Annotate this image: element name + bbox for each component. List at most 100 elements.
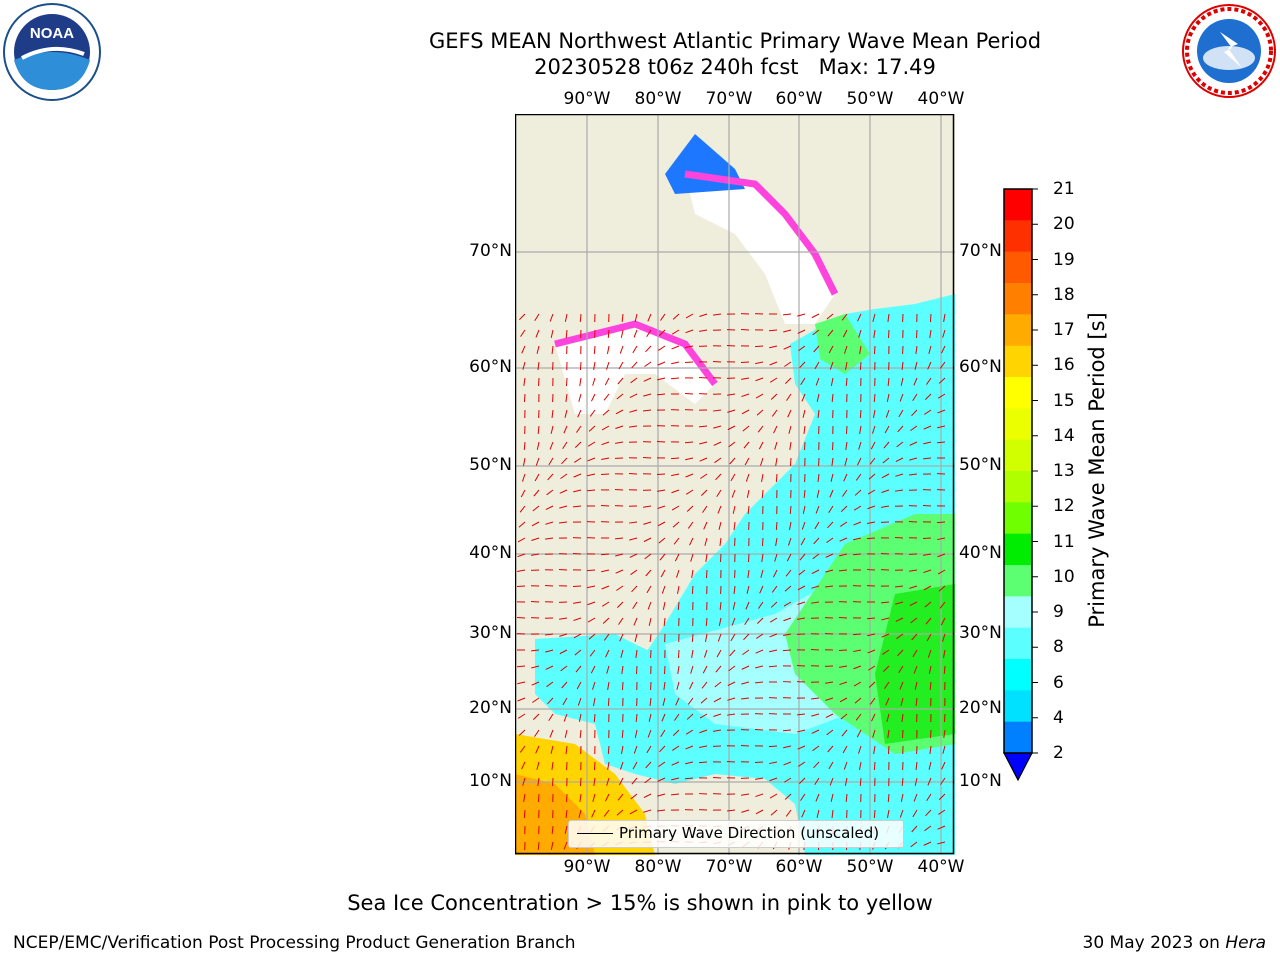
colorbar-segment <box>1004 439 1032 472</box>
noaa-logo-text: NOAA <box>30 25 74 42</box>
direction-arrow <box>801 809 806 818</box>
direction-arrow <box>771 409 778 417</box>
lon-label: 90°W <box>563 89 611 109</box>
direction-arrow <box>716 489 722 498</box>
direction-arrow <box>761 553 764 562</box>
direction-arrow <box>705 633 708 642</box>
direction-arrow <box>770 809 778 816</box>
direction-arrow <box>839 681 848 686</box>
direction-arrow <box>899 681 904 690</box>
direction-arrow <box>577 409 582 418</box>
direction-arrow <box>755 377 764 382</box>
direction-arrow <box>789 521 792 530</box>
direction-arrow <box>816 489 820 498</box>
direction-arrow <box>859 777 862 787</box>
direction-arrow <box>773 425 778 434</box>
direction-arrow <box>698 425 708 428</box>
colorbar-underflow <box>1003 752 1033 782</box>
direction-arrow <box>887 313 890 322</box>
direction-arrow <box>841 313 848 321</box>
direction-arrow <box>941 345 946 354</box>
direction-arrow <box>727 681 736 687</box>
colorbar-tick: 21 <box>1053 179 1075 199</box>
direction-arrow <box>621 681 624 691</box>
direction-arrow <box>938 809 946 815</box>
direction-arrow <box>657 361 666 366</box>
map-frame <box>515 114 955 855</box>
direction-arrow <box>520 489 526 498</box>
map-title: GEFS MEAN Northwest Atlantic Primary Wav… <box>428 29 1042 53</box>
direction-arrow <box>923 841 932 846</box>
direction-arrow <box>923 585 932 591</box>
direction-arrow <box>615 409 624 415</box>
direction-arrow <box>924 393 932 400</box>
direction-arrow <box>858 745 862 754</box>
direction-arrow <box>741 665 750 670</box>
colorbar-tick: 8 <box>1053 637 1064 658</box>
lat-label: 50°N <box>959 455 1002 475</box>
direction-arrow <box>658 761 666 768</box>
direction-arrow <box>887 745 890 755</box>
direction-arrow <box>895 585 904 588</box>
direction-arrow <box>621 665 624 674</box>
direction-arrow <box>677 601 680 611</box>
direction-arrow <box>660 313 666 321</box>
direction-arrow <box>929 313 932 323</box>
direction-arrow <box>817 473 820 483</box>
direction-arrow <box>783 633 792 637</box>
direction-arrow <box>909 585 918 589</box>
direction-arrow <box>591 393 596 402</box>
direction-arrow <box>909 457 918 461</box>
direction-arrow <box>938 793 946 800</box>
direction-arrow <box>811 697 820 700</box>
direction-arrow <box>783 329 792 333</box>
direction-arrow <box>797 329 806 334</box>
direction-arrow <box>590 665 596 674</box>
direction-arrow <box>635 649 638 658</box>
direction-arrow <box>671 505 680 511</box>
direction-arrow <box>671 473 680 477</box>
colorbar-tick: 19 <box>1053 249 1075 270</box>
direction-arrow <box>859 425 862 434</box>
direction-arrow <box>632 345 638 354</box>
direction-arrow <box>887 809 890 818</box>
direction-arrow <box>852 633 862 636</box>
direction-arrow <box>755 393 764 399</box>
lat-label: 70°N <box>469 241 512 261</box>
direction-arrow <box>576 425 582 433</box>
direction-arrow <box>844 345 848 354</box>
direction-arrow <box>685 313 694 319</box>
direction-arrow <box>731 617 736 626</box>
direction-arrow <box>716 649 722 658</box>
direction-arrow <box>800 793 806 801</box>
direction-arrow <box>827 521 834 529</box>
lon-label: 50°W <box>846 857 894 877</box>
direction-arrow <box>939 601 946 609</box>
direction-arrow <box>522 361 526 370</box>
direction-arrow <box>704 537 708 546</box>
direction-arrow <box>859 409 862 419</box>
direction-arrow <box>798 569 806 576</box>
direction-arrow <box>658 329 666 336</box>
direction-arrow <box>838 569 848 572</box>
direction-arrow <box>699 441 708 445</box>
map-subtitle: 20230528 t06z 240h fcst Max: 17.49 <box>534 55 936 79</box>
direction-arrow <box>535 745 540 754</box>
direction-arrow <box>589 409 596 417</box>
direction-arrow <box>811 569 820 575</box>
direction-arrow <box>589 649 596 657</box>
direction-arrow <box>727 713 736 716</box>
direction-arrow <box>840 521 848 527</box>
direction-arrow <box>534 473 540 482</box>
direction-arrow <box>535 329 540 338</box>
direction-arrow <box>537 793 540 803</box>
direction-arrow <box>629 809 638 815</box>
direction-arrow <box>901 361 904 371</box>
direction-arrow <box>713 425 722 429</box>
direction-arrow <box>564 409 568 418</box>
direction-arrow <box>672 729 680 736</box>
direction-arrow <box>572 505 582 508</box>
direction-arrow <box>559 521 568 524</box>
direction-arrow <box>943 729 946 738</box>
direction-arrow <box>618 361 624 370</box>
